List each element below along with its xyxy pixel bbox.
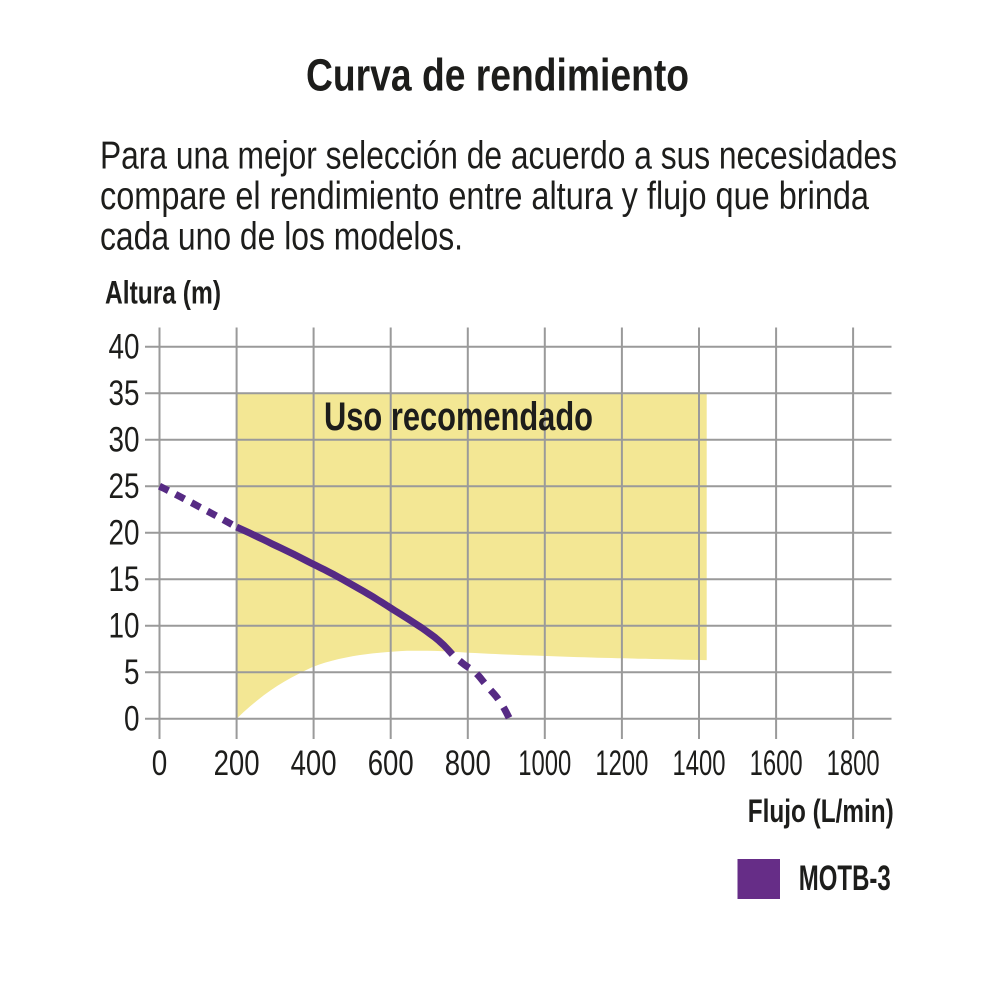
- svg-text:400: 400: [291, 744, 337, 783]
- svg-text:Para una mejor selección de ac: Para una mejor selección de acuerdo a su…: [100, 134, 897, 177]
- svg-text:Uso recomendado: Uso recomendado: [324, 395, 593, 439]
- svg-text:Curva de rendimiento: Curva de rendimiento: [306, 50, 689, 101]
- svg-text:20: 20: [109, 514, 140, 553]
- svg-text:0: 0: [124, 700, 140, 739]
- svg-text:MOTB-3: MOTB-3: [799, 859, 891, 898]
- svg-text:Flujo (L/min): Flujo (L/min): [748, 793, 894, 829]
- svg-text:600: 600: [368, 744, 414, 783]
- svg-text:25: 25: [109, 467, 140, 506]
- svg-text:1000: 1000: [518, 744, 571, 783]
- svg-text:1800: 1800: [827, 744, 880, 783]
- svg-text:35: 35: [109, 374, 140, 413]
- svg-text:1600: 1600: [750, 744, 803, 783]
- svg-text:30: 30: [109, 421, 140, 460]
- svg-text:Altura (m): Altura (m): [105, 275, 221, 311]
- svg-text:5: 5: [124, 653, 140, 692]
- svg-text:200: 200: [214, 744, 260, 783]
- svg-text:1200: 1200: [595, 744, 648, 783]
- svg-text:0: 0: [152, 744, 168, 783]
- svg-text:40: 40: [109, 328, 140, 367]
- svg-text:10: 10: [109, 607, 140, 646]
- svg-text:15: 15: [109, 560, 140, 599]
- svg-text:compare el rendimiento entre a: compare el rendimiento entre altura y fl…: [100, 175, 869, 218]
- svg-text:cada uno de los modelos.: cada uno de los modelos.: [100, 215, 463, 258]
- svg-text:1400: 1400: [673, 744, 726, 783]
- svg-text:800: 800: [445, 744, 491, 783]
